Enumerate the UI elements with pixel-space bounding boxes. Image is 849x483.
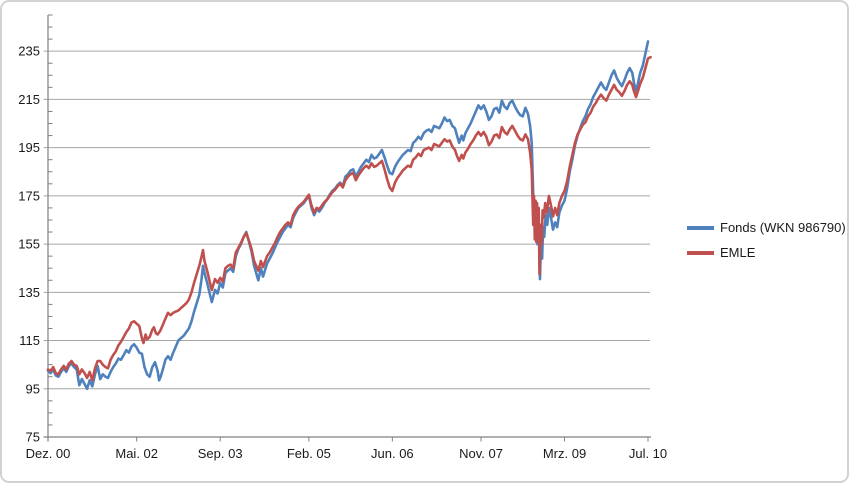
x-tick-label: Dez. 00 [26,446,71,461]
y-tick-label: 75 [26,430,40,445]
x-tick-label: Mai. 02 [115,446,158,461]
x-tick-label: Jun. 06 [371,446,414,461]
x-tick-label: Mrz. 09 [543,446,586,461]
legend-item-fonds[interactable]: Fonds (WKN 986790) [687,215,846,240]
y-tick-label: 135 [18,285,40,300]
legend-label-emle: EMLE [720,245,756,260]
x-tick-label: Feb. 05 [287,446,331,461]
series-line-fonds [46,40,650,391]
y-tick-label: 175 [18,188,40,203]
legend-label-fonds: Fonds (WKN 986790) [720,220,846,235]
y-tick-label: 235 [18,44,40,59]
y-tick-label: 115 [19,333,40,348]
legend-item-emle[interactable]: EMLE [687,240,846,265]
legend-swatch-fonds-line-icon [687,225,714,230]
y-tick-label: 215 [18,92,40,107]
y-tick-label: 195 [18,140,40,155]
series-line-emle [46,55,652,382]
legend-swatch-emle-line-icon [687,250,714,255]
x-tick-label: Sep. 03 [198,446,243,461]
y-tick-label: 155 [18,237,40,252]
x-tick-label: Jul. 10 [629,446,667,461]
x-tick-label: Nov. 07 [459,446,503,461]
legend: Fonds (WKN 986790) EMLE [687,215,846,265]
y-tick-label: 95 [26,381,40,396]
